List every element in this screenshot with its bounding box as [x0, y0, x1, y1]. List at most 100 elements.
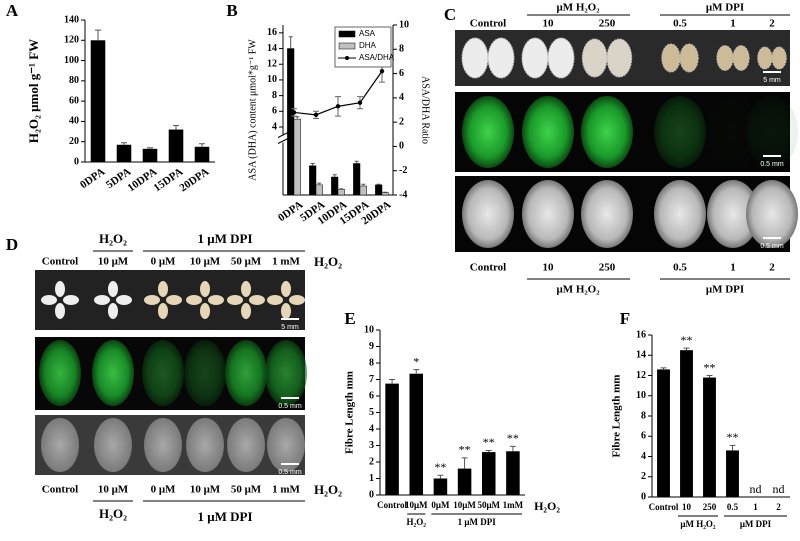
bar	[433, 478, 448, 495]
footer-label: 0.5	[673, 262, 687, 274]
y-tick-label: 12	[267, 59, 277, 70]
y2-tick-label: -2	[399, 165, 407, 176]
point	[335, 104, 341, 109]
annotation: nd	[773, 482, 785, 496]
y-tick-label: 16	[636, 329, 646, 340]
header-label: 250	[599, 18, 616, 30]
y-tick-label: 1	[369, 473, 374, 484]
header-label: Control	[470, 18, 506, 30]
error-bar	[461, 457, 468, 469]
bar	[293, 118, 301, 196]
ovule	[41, 295, 57, 305]
y-tick-label: 7	[369, 374, 374, 385]
error-bar	[288, 36, 293, 49]
ovule-fluorescence	[654, 96, 706, 168]
ovule	[521, 37, 549, 79]
y-tick-label: 12	[636, 370, 646, 381]
header-label: 2	[769, 18, 775, 30]
x-tick-label: 10	[682, 502, 692, 512]
annotation: **	[434, 460, 446, 474]
axis-break	[277, 138, 289, 144]
x-tick-label: 20DPA	[177, 166, 211, 195]
scale-bar-label: 5 mm	[281, 324, 299, 331]
point	[379, 68, 385, 74]
ovule	[186, 295, 202, 305]
footer-label: 10 μM	[190, 484, 221, 496]
ovule-brightfield	[227, 418, 265, 472]
point	[291, 110, 297, 115]
bar	[680, 350, 693, 497]
annotation: **	[459, 443, 471, 457]
error-bar	[706, 375, 713, 378]
error-bar	[437, 474, 444, 479]
x-tick-label: 250	[703, 502, 717, 512]
y-tick-label: 4	[369, 423, 374, 434]
y-tick-label: 5	[369, 407, 374, 418]
panel-label: B	[226, 1, 237, 20]
header-unit: μM DPI	[706, 2, 744, 14]
error-bar	[332, 174, 337, 177]
y-axis-label: ASA (DHA) content μmol*g⁻¹ FW	[247, 39, 258, 181]
y-tick-label: 120	[64, 35, 79, 46]
ovule-fluorescence	[462, 96, 514, 168]
bar	[457, 468, 472, 495]
annotation: **	[727, 430, 739, 444]
ovule-fluorescence	[184, 340, 226, 406]
y-tick-label: 100	[64, 55, 79, 66]
ovule	[55, 281, 65, 297]
bar	[726, 450, 739, 497]
ovule	[547, 37, 575, 79]
ovule	[281, 281, 291, 297]
point	[313, 112, 319, 118]
ovule-brightfield	[186, 418, 224, 472]
x-tick-label: 10μM	[453, 500, 476, 510]
ovule-fluorescence	[39, 340, 81, 406]
y-tick-label: 10	[364, 324, 374, 335]
y2-tick-label: 4	[399, 92, 404, 103]
y2-tick-label: 0	[399, 141, 404, 152]
bar	[142, 148, 158, 162]
legend-label: ASA/DHA	[359, 53, 395, 62]
ovule	[166, 295, 182, 305]
ovule	[461, 37, 489, 79]
y-tick-label: 2	[641, 471, 646, 482]
bar	[116, 144, 132, 162]
ovule	[158, 281, 168, 297]
y-tick-label: 40	[69, 116, 79, 127]
ovule	[732, 45, 750, 71]
ovule	[581, 38, 608, 78]
x-tick-label: Control	[649, 502, 679, 512]
ovule	[108, 303, 118, 319]
error-bar	[376, 183, 381, 185]
legend-swatch	[338, 42, 356, 50]
annotation: **	[483, 435, 495, 449]
error-bar	[121, 142, 127, 145]
y-tick-label: 3	[369, 440, 374, 451]
bar	[409, 373, 424, 495]
ovule-fluorescence	[746, 96, 798, 168]
ovule	[241, 281, 251, 297]
ovule	[108, 281, 118, 297]
legend-swatch	[338, 30, 356, 38]
axis-break	[278, 134, 288, 143]
error-bar	[339, 188, 344, 190]
bar	[359, 185, 367, 196]
scale-bar-label: 0.5 mm	[278, 469, 302, 476]
error-bar	[660, 367, 667, 370]
bar	[657, 369, 670, 497]
footer-label: 1	[730, 262, 736, 274]
error-bar	[361, 183, 366, 186]
x-tick-label: 2	[776, 502, 781, 512]
group-label: μM H₂O₂	[680, 519, 716, 529]
bar	[331, 176, 339, 196]
bar	[194, 146, 210, 162]
error-bar	[199, 143, 205, 147]
scale-bar-label: 5 mm	[763, 77, 781, 84]
footer-label: 10 μM	[98, 484, 129, 496]
x-tick-label: 0DPA	[78, 166, 107, 192]
y-tick-label: 9	[369, 341, 374, 352]
y-tick-label: 10	[267, 74, 277, 85]
y2-tick-label: 8	[399, 44, 404, 55]
y2-tick-label: -4	[399, 189, 407, 200]
ovule-fluorescence	[581, 96, 633, 168]
